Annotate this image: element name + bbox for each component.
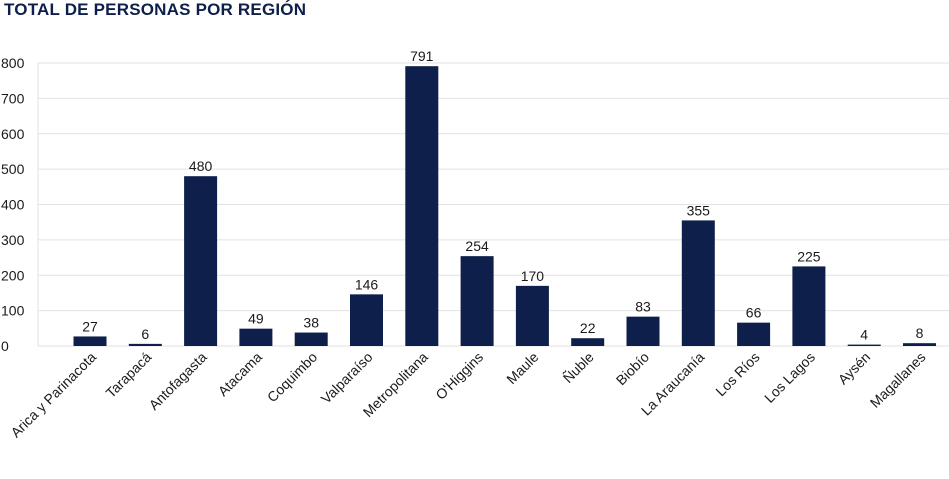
y-tick-label: 500: [1, 161, 25, 177]
x-tick-label: Arica y Parinacota: [7, 349, 99, 441]
data-label: 38: [303, 315, 319, 331]
chart-title: TOTAL DE PERSONAS POR REGIÓN: [4, 0, 307, 19]
y-tick-label: 100: [1, 303, 25, 319]
x-tick-label: Aysén: [835, 349, 874, 388]
bar: [460, 256, 494, 346]
bar: [239, 328, 273, 346]
bar: [847, 344, 881, 346]
x-tick-label: Magallanes: [867, 349, 929, 411]
bar: [792, 266, 826, 346]
y-tick-label: 200: [1, 267, 25, 283]
data-labels: 27 6 480 49 38 146 791 254 170 22 83 355 66 225 4 8: [82, 48, 923, 342]
x-tick-label: Los Ríos: [712, 349, 762, 399]
data-label: 170: [521, 268, 545, 284]
data-label: 225: [797, 248, 821, 264]
x-tick-label: O'Higgins: [432, 349, 486, 403]
y-tick-label: 400: [1, 197, 25, 213]
data-label: 22: [580, 320, 596, 336]
y-tick-label: 600: [1, 126, 25, 142]
data-label: 355: [687, 202, 711, 218]
bar: [184, 176, 218, 346]
x-tick-label: Ñuble: [560, 349, 597, 386]
data-label: 6: [141, 326, 149, 342]
data-label: 146: [355, 276, 379, 292]
bar: [128, 343, 162, 346]
data-label: 49: [248, 311, 264, 327]
x-tick-label: Atacama: [215, 349, 266, 400]
x-tick-label: Coquimbo: [264, 349, 321, 406]
x-tick-label: Tarapacá: [102, 349, 154, 401]
x-tick-label: Biobío: [613, 349, 653, 389]
x-tick-label: Los Lagos: [761, 349, 818, 406]
data-label: 254: [465, 238, 489, 254]
data-label: 83: [635, 299, 651, 315]
bar: [294, 332, 328, 346]
bar: [350, 294, 383, 346]
data-label: 27: [82, 318, 98, 334]
y-axis: 0 100 200 300 400 500 600 700 800: [1, 55, 39, 354]
bars: [73, 66, 936, 346]
bar: [737, 322, 771, 346]
x-tick-label: Valparaíso: [318, 349, 376, 407]
data-label: 4: [860, 327, 868, 343]
data-label: 791: [410, 48, 434, 64]
bar: [681, 220, 715, 346]
bar: [515, 285, 549, 346]
data-label: 8: [916, 325, 924, 341]
y-tick-label: 300: [1, 232, 25, 248]
y-tick-label: 800: [1, 55, 25, 71]
x-tick-label: Antofagasta: [146, 349, 210, 413]
y-tick-label: 0: [1, 338, 9, 354]
bar: [73, 336, 107, 346]
y-tick-label: 700: [1, 90, 25, 106]
x-tick-label: Maule: [503, 349, 541, 387]
bar: [903, 343, 936, 346]
data-label: 66: [746, 305, 762, 321]
data-label: 480: [189, 158, 213, 174]
bar: [626, 316, 660, 346]
bar: [405, 66, 439, 346]
bar: [571, 338, 605, 346]
